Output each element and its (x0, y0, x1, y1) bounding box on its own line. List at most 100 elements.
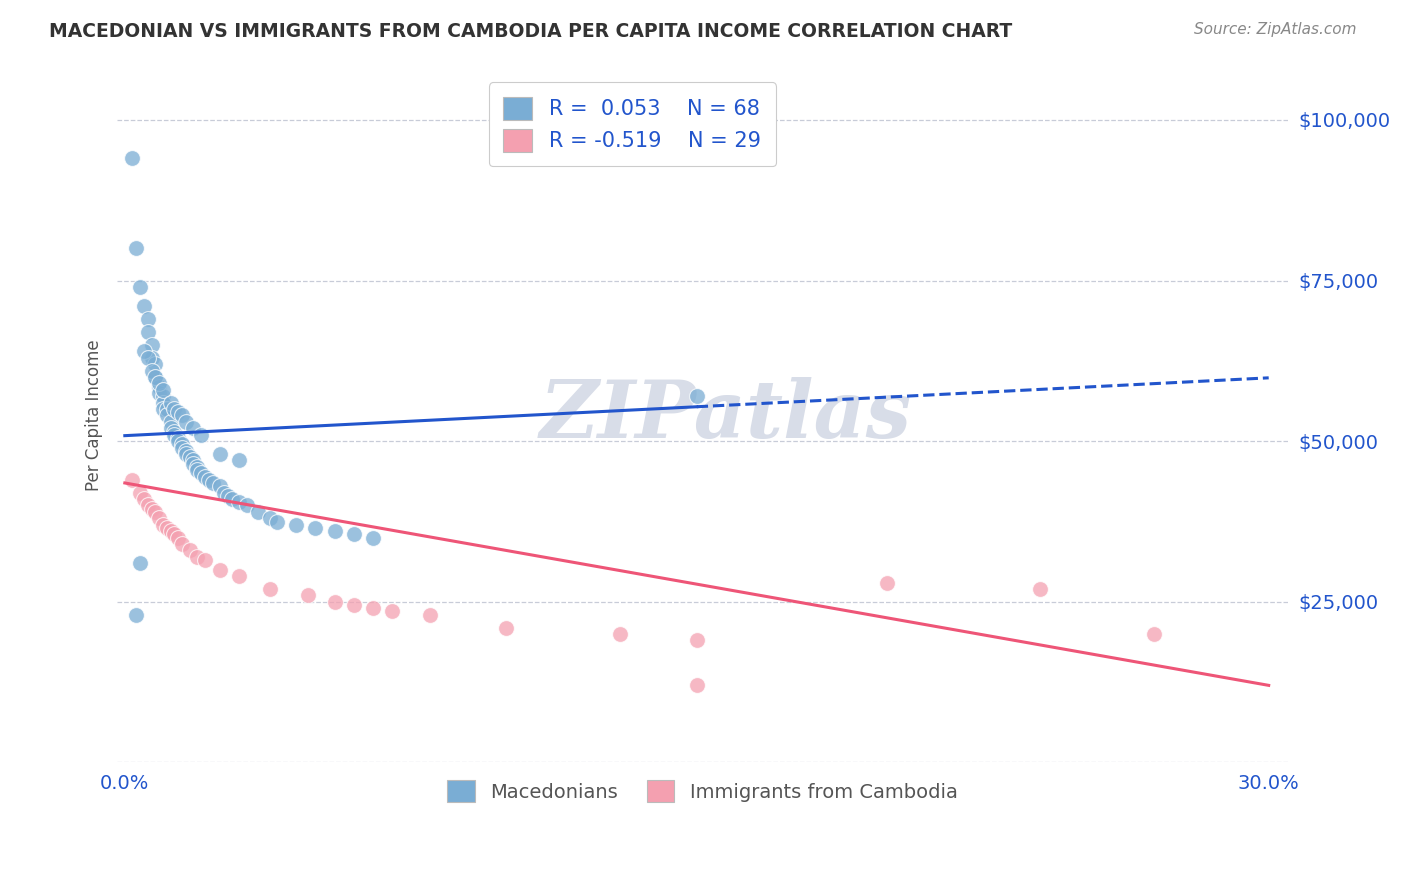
Point (174, 415, 197, 429)
Point (179, 543, 201, 558)
Point (183, 453, 205, 467)
Point (297, 588, 319, 602)
Point (141, 351, 163, 365)
Point (186, 459, 208, 474)
Point (152, 402, 174, 417)
Point (304, 521, 326, 535)
Point (179, 450, 201, 465)
Point (212, 485, 235, 500)
Point (686, 678, 709, 692)
Point (228, 453, 250, 467)
Point (121, 152, 143, 166)
Y-axis label: Per Capita Income: Per Capita Income (86, 340, 103, 491)
Point (163, 402, 186, 417)
Point (266, 515, 288, 529)
Point (236, 499, 259, 513)
Point (495, 621, 517, 635)
Point (141, 363, 163, 377)
Point (876, 575, 898, 590)
Point (156, 402, 179, 417)
Point (228, 569, 250, 583)
Point (183, 421, 205, 435)
Point (152, 395, 174, 409)
Point (1143, 627, 1166, 641)
Point (190, 427, 212, 442)
Point (159, 395, 181, 409)
Point (132, 299, 155, 313)
Point (201, 475, 224, 490)
Point (381, 605, 404, 619)
Point (159, 415, 181, 429)
Point (686, 633, 709, 648)
Point (136, 499, 159, 513)
Point (156, 409, 179, 423)
Point (170, 409, 193, 423)
Point (259, 582, 281, 596)
Point (148, 511, 170, 525)
Point (285, 517, 308, 532)
Point (209, 479, 232, 493)
Point (247, 505, 270, 519)
Point (323, 595, 346, 609)
Point (194, 469, 217, 483)
Point (167, 405, 190, 419)
Point (163, 527, 186, 541)
Point (163, 427, 186, 442)
Point (186, 549, 208, 564)
Point (323, 524, 346, 538)
Point (170, 537, 193, 551)
Point (361, 601, 384, 615)
Point (167, 434, 190, 449)
Point (170, 441, 193, 455)
Point (159, 421, 181, 435)
Point (361, 531, 384, 545)
Point (163, 425, 186, 439)
Point (129, 556, 152, 570)
Point (141, 338, 163, 352)
Text: MACEDONIAN VS IMMIGRANTS FROM CAMBODIA PER CAPITA INCOME CORRELATION CHART: MACEDONIAN VS IMMIGRANTS FROM CAMBODIA P… (49, 22, 1012, 41)
Point (148, 386, 170, 401)
Point (148, 379, 170, 393)
Point (186, 463, 208, 477)
Point (167, 531, 190, 545)
Point (1029, 582, 1052, 596)
Point (686, 389, 709, 403)
Point (209, 563, 232, 577)
Point (136, 325, 159, 339)
Point (125, 242, 148, 256)
Legend: Macedonians, Immigrants from Cambodia: Macedonians, Immigrants from Cambodia (433, 767, 972, 815)
Point (194, 553, 217, 567)
Point (143, 357, 166, 371)
Point (156, 521, 179, 535)
Point (132, 491, 155, 506)
Point (259, 511, 281, 525)
Point (136, 312, 159, 326)
Point (132, 344, 155, 359)
Point (125, 607, 148, 622)
Point (174, 447, 197, 461)
Point (419, 607, 441, 622)
Point (174, 443, 197, 458)
Point (342, 598, 364, 612)
Point (183, 457, 205, 471)
Text: ZIPatlas: ZIPatlas (540, 376, 912, 454)
Point (170, 437, 193, 451)
Point (152, 517, 174, 532)
Point (121, 473, 143, 487)
Point (190, 467, 212, 481)
Point (167, 431, 190, 445)
Point (217, 489, 239, 503)
Point (129, 485, 152, 500)
Point (141, 501, 163, 516)
Point (143, 370, 166, 384)
Point (136, 351, 159, 365)
Point (152, 383, 174, 397)
Point (197, 473, 219, 487)
Point (152, 389, 174, 403)
Point (143, 505, 166, 519)
Point (209, 447, 232, 461)
Point (148, 376, 170, 391)
Point (342, 527, 364, 541)
Point (143, 370, 166, 384)
Point (228, 495, 250, 509)
